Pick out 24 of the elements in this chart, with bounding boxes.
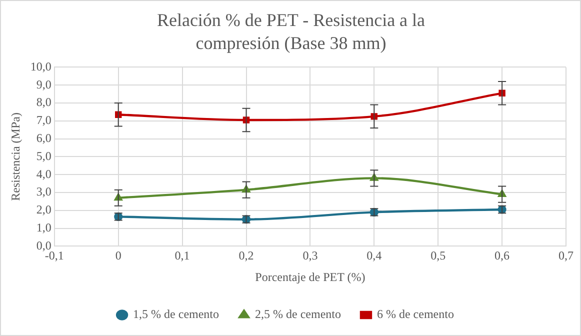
y-tick-label: 6,0 [36,130,52,145]
x-tick-label: 0,1 [174,248,190,263]
y-tick-label: 5,0 [36,148,52,163]
x-tick-label: 0,4 [366,248,382,263]
x-tick-label: 0,7 [558,248,574,263]
x-tick-label: 0,3 [302,248,318,263]
legend-label: 6 % de cemento [376,307,454,322]
y-tick-label: 9,0 [36,77,52,92]
y-axis-title: Resistencia (MPa) [8,112,22,201]
legend-label: 2,5 % de cemento [255,307,341,322]
chart-title: Relación % de PET - Resistencia a la compresión (Base 38 mm) [156,9,426,55]
y-tick-label: 1,0 [36,220,52,234]
y-tick-label: 3,0 [36,184,52,199]
x-tick-label: 0,6 [494,248,510,263]
y-tick-label: 8,0 [36,95,52,110]
x-tick-label: 0 [115,248,122,263]
legend-label: 1,5 % de cemento [133,307,220,322]
x-tick-label: 0,2 [238,248,254,263]
y-tick-label: 4,0 [36,166,52,181]
y-tick-label: 7,0 [36,113,52,128]
x-axis-title: Porcentaje de PET (%) [255,270,366,284]
y-tick-label: 2,0 [36,202,52,217]
y-tick-label: 10,0 [30,59,52,74]
x-tick-label: 0,5 [430,248,446,263]
